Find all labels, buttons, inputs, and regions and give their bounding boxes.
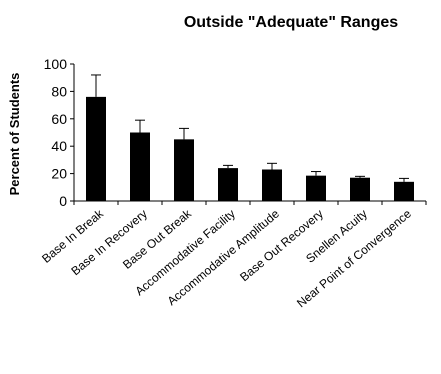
bar bbox=[174, 139, 194, 201]
y-tick-label: 60 bbox=[51, 111, 67, 127]
chart-title: Outside "Adequate" Ranges bbox=[184, 14, 398, 31]
x-tick-label: Base Out Recovery bbox=[237, 207, 326, 285]
bar bbox=[218, 168, 238, 201]
bar bbox=[350, 177, 370, 201]
y-tick-label: 80 bbox=[51, 83, 67, 99]
y-tick-label: 20 bbox=[51, 166, 67, 182]
bar bbox=[86, 96, 106, 201]
y-axis-label: Percent of Students bbox=[7, 73, 22, 196]
bars bbox=[86, 74, 414, 201]
bar bbox=[306, 175, 326, 201]
y-tick-label: 0 bbox=[59, 193, 67, 209]
y-tick-label: 40 bbox=[51, 138, 67, 154]
bar bbox=[130, 132, 150, 201]
axes bbox=[73, 64, 426, 202]
x-tick-label: Base In Recovery bbox=[68, 207, 150, 279]
bar bbox=[394, 181, 414, 201]
y-ticks: 0 20 40 60 80 100 bbox=[44, 56, 74, 209]
y-tick-label: 100 bbox=[44, 56, 68, 72]
bar bbox=[262, 169, 282, 201]
